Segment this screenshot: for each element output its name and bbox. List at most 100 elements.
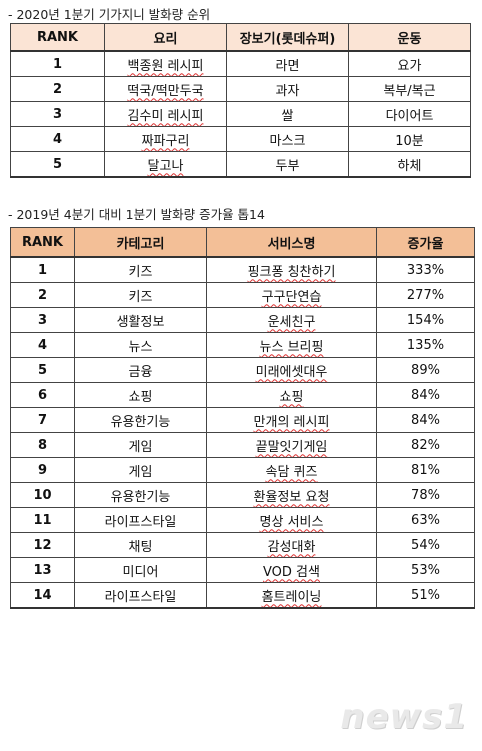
category-cell: 라이프스타일 <box>74 582 207 609</box>
service-name-cell-text: 쇼핑 <box>279 389 304 405</box>
table-row: 4 짜파구리 마스크 10분 <box>10 126 471 152</box>
exercise-cell-text: 요가 <box>397 58 422 74</box>
rank-cell-text: 14 <box>33 587 52 603</box>
growth-rate-cell-text: 84% <box>411 412 440 428</box>
service-name-cell-text: 만개의 레시피 <box>253 414 330 430</box>
rank-cell-text: 10 <box>33 487 52 503</box>
rank-cell: 7 <box>10 407 75 433</box>
category-cell-text: 게임 <box>128 439 153 455</box>
rank-cell: 13 <box>10 557 75 583</box>
service-name-cell: 끝말잇기게임 <box>206 432 377 458</box>
header-rank: RANK <box>10 227 75 258</box>
table-row: 3 생활정보 운세친구 154% <box>10 307 475 333</box>
table-row: 8 게임 끝말잇기게임 82% <box>10 432 475 458</box>
service-name-cell: 운세친구 <box>206 307 377 333</box>
rank-cell: 1 <box>10 50 105 77</box>
category-cell-text: 쇼핑 <box>128 389 153 405</box>
rank-cell-text: 1 <box>52 56 63 72</box>
rank-cell: 14 <box>10 582 75 609</box>
category-cell-text: 생활정보 <box>116 314 165 330</box>
service-name-cell: 홈트레이닝 <box>206 582 377 609</box>
table2-header-row: RANK 카테고리 서비스명 증가율 <box>10 227 475 258</box>
category-cell-text: 키즈 <box>128 264 153 280</box>
category-cell-text: 금융 <box>128 364 153 380</box>
grocery-cell: 마스크 <box>226 126 349 152</box>
growth-rate-cell: 333% <box>376 256 475 283</box>
table-row: 5 달고나 두부 하체 <box>10 151 471 178</box>
growth-rate-cell: 54% <box>376 532 475 558</box>
cooking-cell: 달고나 <box>104 151 227 178</box>
growth-rate-cell: 154% <box>376 307 475 333</box>
service-name-cell: 쇼핑 <box>206 382 377 408</box>
table-row: 14 라이프스타일 홈트레이닝 51% <box>10 582 475 609</box>
service-name-cell-text: 운세친구 <box>267 314 316 330</box>
table-row: 11 라이프스타일 명상 서비스 63% <box>10 507 475 533</box>
table-row: 7 유용한기능 만개의 레시피 84% <box>10 407 475 433</box>
growth-rate-cell: 82% <box>376 432 475 458</box>
rank-cell: 1 <box>10 256 75 283</box>
growth-rate-cell-text: 54% <box>411 537 440 553</box>
rank-cell: 3 <box>10 101 105 127</box>
service-name-cell-text: 홈트레이닝 <box>261 589 322 605</box>
table-row: 13 미디어 VOD 검색 53% <box>10 557 475 583</box>
table-row: 6 쇼핑 쇼핑 84% <box>10 382 475 408</box>
service-name-cell-text: VOD 검색 <box>263 564 320 580</box>
service-name-cell: 핑크퐁 칭찬하기 <box>206 256 377 283</box>
category-cell-text: 채팅 <box>128 539 153 555</box>
rank-cell: 4 <box>10 126 105 152</box>
category-cell: 채팅 <box>74 532 207 558</box>
growth-rate-cell-text: 51% <box>411 587 440 603</box>
category-cell-text: 뉴스 <box>128 339 153 355</box>
exercise-cell-text: 하체 <box>397 158 422 174</box>
service-name-cell-text: 뉴스 브리핑 <box>259 339 324 355</box>
rank-cell: 2 <box>10 282 75 308</box>
exercise-cell-text: 10분 <box>395 133 424 149</box>
rank-cell-text: 9 <box>37 462 48 478</box>
table-row: 12 채팅 감성대화 54% <box>10 532 475 558</box>
section1-caption: - 2020년 1분기 기가지니 발화량 순위 <box>8 7 211 22</box>
grocery-cell-text: 두부 <box>275 158 300 174</box>
category-cell-text: 라이프스타일 <box>104 589 177 605</box>
growth-rate-cell-text: 82% <box>411 437 440 453</box>
table1-header-row: RANK 요리 장보기(롯데슈퍼) 운동 <box>10 23 471 52</box>
service-name-cell: 만개의 레시피 <box>206 407 377 433</box>
category-cell: 키즈 <box>74 256 207 283</box>
growth-rate-cell-text: 63% <box>411 512 440 528</box>
exercise-cell-text: 다이어트 <box>385 108 434 124</box>
header-cooking: 요리 <box>104 23 227 52</box>
category-cell-text: 라이프스타일 <box>104 514 177 530</box>
exercise-cell: 하체 <box>348 151 471 178</box>
header-service-name: 서비스명 <box>206 227 377 258</box>
table-row: 10 유용한기능 환율정보 요청 78% <box>10 482 475 508</box>
rank-cell-text: 5 <box>52 156 63 172</box>
grocery-cell-text: 쌀 <box>281 108 294 124</box>
table-row: 2 키즈 구구단연습 277% <box>10 282 475 308</box>
exercise-cell: 복부/복근 <box>348 76 471 102</box>
rank-cell: 6 <box>10 382 75 408</box>
category-cell: 생활정보 <box>74 307 207 333</box>
rank-cell-text: 4 <box>37 337 48 353</box>
category-cell-text: 게임 <box>128 464 153 480</box>
growth-rate-cell-text: 53% <box>411 562 440 578</box>
rank-cell-text: 11 <box>33 512 52 528</box>
service-name-cell: 명상 서비스 <box>206 507 377 533</box>
category-cell: 뉴스 <box>74 332 207 358</box>
service-name-cell-text: 환율정보 요청 <box>253 489 330 505</box>
rank-cell: 3 <box>10 307 75 333</box>
cooking-cell: 백종원 레시피 <box>104 50 227 77</box>
rank-cell: 11 <box>10 507 75 533</box>
service-name-cell-text: 구구단연습 <box>261 289 322 305</box>
service-name-cell: VOD 검색 <box>206 557 377 583</box>
grocery-cell-text: 마스크 <box>269 133 306 149</box>
rank-cell-text: 5 <box>37 362 48 378</box>
rank-cell-text: 6 <box>37 387 48 403</box>
growth-rate-cell: 84% <box>376 407 475 433</box>
section2-caption: - 2019년 4분기 대비 1분기 발화량 증가율 톱14 <box>8 207 265 222</box>
category-cell: 쇼핑 <box>74 382 207 408</box>
rank-cell-text: 1 <box>37 262 48 278</box>
grocery-cell: 과자 <box>226 76 349 102</box>
category-cell: 금융 <box>74 357 207 383</box>
table-row: 5 금융 미래에셋대우 89% <box>10 357 475 383</box>
rank-cell: 4 <box>10 332 75 358</box>
growth-rate-cell: 135% <box>376 332 475 358</box>
